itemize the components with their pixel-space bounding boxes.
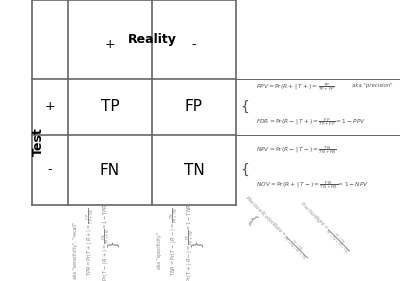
Text: +: + <box>105 38 115 51</box>
Text: $\}$: $\}$ <box>106 240 122 249</box>
Text: $\{$: $\{$ <box>240 162 249 178</box>
Text: -: - <box>192 38 196 51</box>
Text: $FPR = \Pr(T+\,|\,R-) = \frac{FP}{FP+TN} = 1-TNR$: $FPR = \Pr(T+\,|\,R-) = \frac{FP}{FP+TN}… <box>184 203 196 281</box>
Text: Reality: Reality <box>128 33 176 46</box>
Text: TP: TP <box>101 99 119 114</box>
Text: FP: FP <box>185 99 203 114</box>
Text: $\{$: $\{$ <box>243 210 261 228</box>
Text: aka "specificity": aka "specificity" <box>158 232 162 269</box>
Text: FN: FN <box>100 162 120 178</box>
Text: $MisclassificationRate = \frac{TP+TN}{TP+FN+FP+TN}$: $MisclassificationRate = \frac{TP+TN}{TP… <box>241 193 311 262</box>
Text: aka "sensitivity", "recall": aka "sensitivity", "recall" <box>74 221 78 279</box>
Text: $NOV = \Pr(R+\,|\,T-) = \frac{FN}{TN+FN} = 1-NPV$: $NOV = \Pr(R+\,|\,T-) = \frac{FN}{TN+FN}… <box>256 180 369 191</box>
Text: $PPV = \Pr(R+\,|\,T+) = \frac{TP}{TP+FP}$: $PPV = \Pr(R+\,|\,T+) = \frac{TP}{TP+FP}… <box>256 81 335 93</box>
Text: aka "precision": aka "precision" <box>352 83 393 88</box>
Text: Test: Test <box>32 128 44 156</box>
Text: $\}$: $\}$ <box>190 240 206 249</box>
Text: $NPV = \Pr(R-\,|\,T-) = \frac{TN}{TN+FN}$: $NPV = \Pr(R-\,|\,T-) = \frac{TN}{TN+FN}… <box>256 144 337 156</box>
Text: +: + <box>45 100 55 113</box>
Text: $FractionRight = \frac{TP+TN}{TP+TN+FP+FN}$: $FractionRight = \frac{TP+TN}{TP+TN+FP+F… <box>296 199 352 256</box>
Text: $FDR = \Pr(R-\,|\,T+) = \frac{FP}{TP+FP} = 1-PPV$: $FDR = \Pr(R-\,|\,T+) = \frac{FP}{TP+FP}… <box>256 116 366 128</box>
Text: $TNR = \Pr(T-\,|\,R-) = \frac{TN}{FP+TN}$: $TNR = \Pr(T-\,|\,R-) = \frac{TN}{FP+TN}… <box>168 207 180 276</box>
Text: -: - <box>48 164 52 176</box>
Text: TN: TN <box>184 162 204 178</box>
Text: $\{$: $\{$ <box>240 99 249 115</box>
Text: $TPR = \Pr(T+\,|\,R+) = \frac{TP}{TP+FN}$: $TPR = \Pr(T+\,|\,R+) = \frac{TP}{TP+FN}… <box>84 208 96 276</box>
Text: $FNR = \Pr(T-\,|\,R+) = \frac{FN}{TP+FN} = 1-TPR$: $FNR = \Pr(T-\,|\,R+) = \frac{FN}{TP+FN}… <box>100 203 112 281</box>
